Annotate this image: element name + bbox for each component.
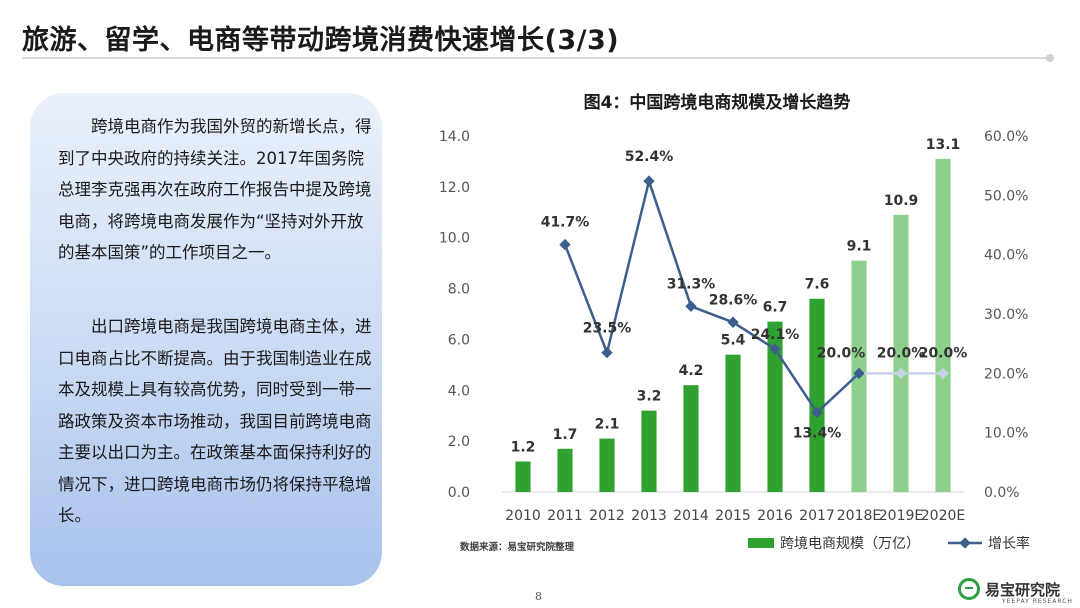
growth-point <box>769 343 781 355</box>
growth-data-label: 31.3% <box>667 276 716 292</box>
bar-data-label: 7.6 <box>805 277 830 293</box>
growth-data-label: 52.4% <box>625 149 674 165</box>
logo-text: 易宝研究院 <box>985 580 1061 599</box>
y-right-tick-label: 0.0% <box>984 485 1020 501</box>
bar <box>893 214 909 493</box>
x-tick-label: 2019E <box>879 508 923 524</box>
growth-point <box>643 175 655 187</box>
growth-point <box>853 367 865 379</box>
chart-panel: 图4：中国跨境电商规模及增长趋势 0.0 2.0 4.0 6.0 8.0 10.0 12.0… <box>392 80 1068 575</box>
growth-data-label: 28.6% <box>709 292 758 308</box>
growth-data-label: 24.1% <box>751 327 800 343</box>
page-number: 8 <box>535 590 542 603</box>
growth-point <box>811 406 823 419</box>
y-left-tick-label: 6.0 <box>448 332 470 348</box>
legend-bar-swatch <box>748 538 774 548</box>
growth-point <box>727 316 739 328</box>
bar-data-label: 10.9 <box>884 193 919 209</box>
bar-data-label: 6.7 <box>763 300 788 316</box>
bar <box>515 461 531 492</box>
y-right-tick-label: 30.0% <box>984 307 1028 323</box>
bar <box>557 448 573 492</box>
growth-point <box>685 300 697 312</box>
x-tick-label: 2016 <box>757 508 793 524</box>
growth-data-label: 41.7% <box>541 215 590 231</box>
bar-data-label: 3.2 <box>637 389 662 405</box>
y-right-tick-label: 50.0% <box>984 188 1028 204</box>
title-divider-dot <box>1046 54 1054 62</box>
x-tick-label: 2011 <box>547 508 583 524</box>
x-tick-label: 2015 <box>715 508 751 524</box>
x-tick-label: 2018E <box>837 508 881 524</box>
growth-data-label: 23.5% <box>583 321 632 337</box>
bar-data-label: 2.1 <box>595 417 620 433</box>
x-tick-label: 2017 <box>799 508 835 524</box>
y-right-tick-label: 60.0% <box>984 129 1028 145</box>
logo-icon <box>958 578 980 600</box>
x-tick-label: 2010 <box>505 508 541 524</box>
logo-subtext: YEEPAY RESEARCH <box>1002 598 1073 605</box>
bar <box>725 354 741 492</box>
summary-paragraph-1: 跨境电商作为我国外贸的新增长点，得到了中央政府的持续关注。2017年国务院总理李… <box>58 117 372 262</box>
y-left-tick-label: 12.0 <box>439 180 470 196</box>
legend-line-marker <box>959 537 971 549</box>
page-title: 旅游、留学、电商等带动跨境消费快速增长(3/3) <box>22 25 620 56</box>
y-right-tick-label: 10.0% <box>984 426 1028 442</box>
bar <box>767 321 783 492</box>
bar-data-label: 13.1 <box>926 137 961 153</box>
y-right-tick-label: 40.0% <box>984 248 1028 264</box>
y-left-tick-label: 8.0 <box>448 282 470 298</box>
x-tick-label: 2020E <box>921 508 965 524</box>
legend-line-label: 增长率 <box>988 535 1030 552</box>
bar <box>809 298 825 492</box>
growth-data-label: 20.0% <box>817 345 866 361</box>
y-left-tick-label: 14.0 <box>439 129 470 145</box>
source-note: 数据来源：易宝研究院整理 <box>459 541 575 553</box>
summary-textbox: 跨境电商作为我国外贸的新增长点，得到了中央政府的持续关注。2017年国务院总理李… <box>30 93 382 586</box>
growth-point <box>601 346 613 359</box>
bar <box>935 158 951 492</box>
y-left-tick-label: 10.0 <box>439 231 470 247</box>
title-divider <box>22 57 1052 59</box>
brand-logo: 易宝研究院 <box>958 578 1060 600</box>
bar-data-label: 4.2 <box>679 363 704 379</box>
chart-svg: 0.0 2.0 4.0 6.0 8.0 10.0 12.0 14.0 0.0% 10.0% 20.0… <box>439 129 1030 553</box>
summary-paragraph-2: 出口跨境电商是我国跨境电商主体，进口电商占比不断提高。由于我国制造业在成本及规模… <box>58 317 372 525</box>
chart-title: 图4：中国跨境电商规模及增长趋势 <box>583 93 851 113</box>
bar-data-label: 5.4 <box>721 333 746 349</box>
bar <box>641 410 657 492</box>
x-tick-label: 2013 <box>631 508 667 524</box>
bar <box>599 438 615 492</box>
growth-data-label: 13.4% <box>793 425 842 441</box>
y-left-tick-label: 0.0 <box>448 485 470 501</box>
growth-point <box>937 367 949 379</box>
y-left-tick-label: 2.0 <box>448 434 470 450</box>
growth-line <box>563 176 860 415</box>
bar-data-label: 1.7 <box>553 427 578 443</box>
legend-bar-label: 跨境电商规模（万亿） <box>780 536 920 552</box>
growth-point <box>895 367 907 379</box>
growth-data-label: 20.0% <box>877 345 926 361</box>
y-left-tick-label: 4.0 <box>448 383 470 399</box>
y-right-tick-label: 20.0% <box>984 366 1028 382</box>
bar-data-label: 1.2 <box>511 439 536 455</box>
bar-data-label: 9.1 <box>847 239 872 255</box>
growth-data-label: 20.0% <box>919 345 968 361</box>
growth-point <box>559 238 571 251</box>
bar <box>683 385 699 492</box>
x-tick-label: 2012 <box>589 508 625 524</box>
x-tick-label: 2014 <box>673 508 709 524</box>
